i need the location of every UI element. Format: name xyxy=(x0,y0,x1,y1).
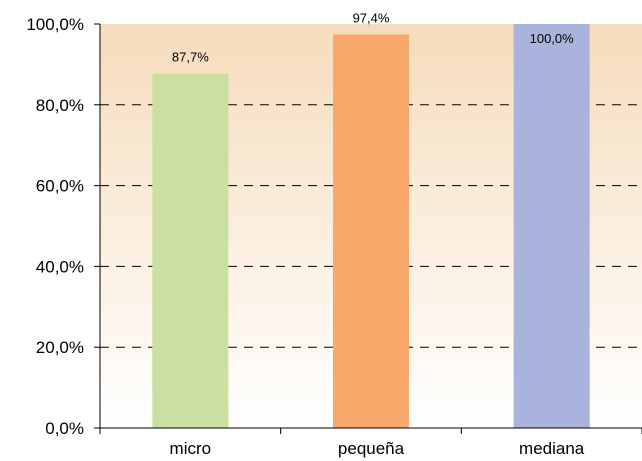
axes xyxy=(94,23,642,434)
y-tick-label: 60,0% xyxy=(36,177,84,196)
data-label: 100,0% xyxy=(530,31,575,46)
x-tick-label: micro xyxy=(170,439,212,458)
y-tick-label: 20,0% xyxy=(36,338,84,357)
bar xyxy=(333,34,409,429)
bar xyxy=(152,73,229,428)
x-tick-label: pequeña xyxy=(338,439,405,458)
bars xyxy=(152,24,590,429)
x-tick-label: mediana xyxy=(519,439,585,458)
data-label: 87,7% xyxy=(172,50,209,65)
data-label: 97,4% xyxy=(353,11,390,26)
bar xyxy=(513,24,590,428)
y-tick-label: 100,0% xyxy=(26,15,84,34)
y-tick-label: 0,0% xyxy=(45,419,84,438)
y-tick-label: 40,0% xyxy=(36,257,84,276)
y-tick-label: 80,0% xyxy=(36,96,84,115)
labels: 0,0% 20,0% 40,0% 60,0% 80,0% 100,0% 87,7% micro… xyxy=(26,11,584,458)
